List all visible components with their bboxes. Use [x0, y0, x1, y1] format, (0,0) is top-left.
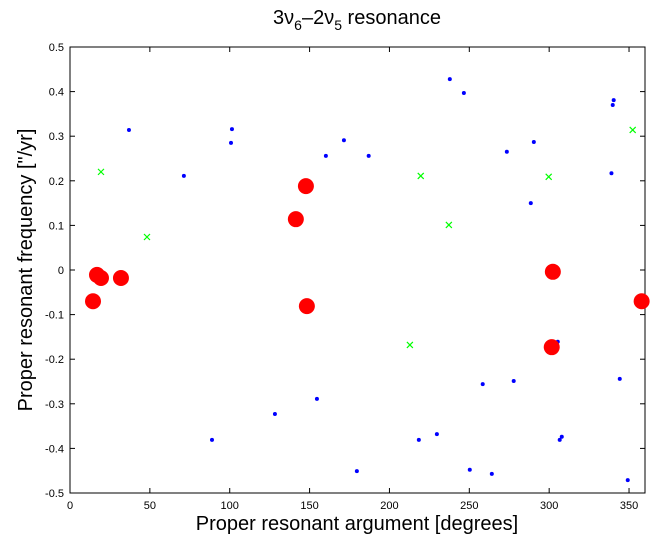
x-tick-label: 50	[144, 500, 156, 512]
x-axis-label: Proper resonant argument [degrees]	[196, 513, 518, 535]
point	[611, 98, 616, 103]
x-tick-label: 250	[460, 500, 478, 512]
point	[323, 153, 328, 158]
point	[434, 432, 439, 437]
point	[298, 298, 315, 315]
point	[544, 263, 561, 280]
x-tick-label: 0	[67, 500, 73, 512]
point	[557, 437, 562, 442]
point	[314, 396, 319, 401]
title-part: 6	[294, 17, 302, 33]
chart-title: 3ν6–2ν5 resonance	[273, 7, 441, 33]
point	[287, 211, 304, 228]
x-tick-label: 200	[380, 500, 398, 512]
point	[406, 341, 414, 349]
title-part: –2ν	[302, 7, 334, 29]
point	[504, 149, 509, 154]
point	[617, 376, 622, 381]
point	[610, 102, 615, 107]
point	[417, 172, 425, 180]
title-part: resonance	[342, 7, 441, 29]
point	[480, 382, 485, 387]
point	[366, 153, 371, 158]
y-tick-label: 0.4	[49, 87, 64, 99]
y-tick-label: 0.5	[49, 42, 64, 54]
y-tick-label: -0.5	[45, 488, 64, 500]
y-tick-label: 0.2	[49, 176, 64, 188]
y-tick-label: 0.3	[49, 131, 64, 143]
point	[354, 469, 359, 474]
y-tick-label: 0	[58, 265, 64, 277]
point	[209, 437, 214, 442]
point	[297, 178, 314, 195]
point	[461, 90, 466, 95]
point	[445, 221, 453, 229]
point	[126, 127, 131, 132]
point	[416, 437, 421, 442]
point	[181, 173, 186, 178]
y-axis-label: Proper resonant frequency ["/yr]	[15, 129, 37, 412]
y-tick-label: -0.4	[45, 443, 64, 455]
x-tick-label: 350	[620, 500, 638, 512]
point	[229, 127, 234, 132]
title-part: 3ν	[273, 7, 294, 29]
point	[543, 339, 560, 356]
x-tick-label: 300	[540, 500, 558, 512]
point	[272, 412, 277, 417]
point	[629, 126, 637, 134]
point	[92, 270, 109, 287]
point	[85, 293, 101, 310]
y-tick-label: -0.2	[45, 354, 64, 366]
x-tick-label: 100	[221, 500, 239, 512]
y-tick-label: -0.1	[45, 310, 64, 322]
title-part: 5	[334, 17, 342, 33]
y-tick-label: -0.3	[45, 399, 64, 411]
y-tick-label: 0.1	[49, 220, 64, 232]
point	[467, 467, 472, 472]
point	[625, 478, 630, 483]
point	[545, 173, 553, 181]
point	[447, 77, 452, 82]
point	[341, 138, 346, 143]
point	[511, 379, 516, 384]
point	[633, 293, 650, 310]
point	[531, 139, 536, 144]
point	[143, 233, 151, 241]
x-tick-label: 150	[300, 500, 318, 512]
point	[489, 471, 494, 476]
point	[112, 270, 129, 287]
point	[97, 168, 105, 176]
point	[609, 171, 614, 176]
point	[559, 434, 564, 439]
point	[528, 201, 533, 206]
point	[229, 140, 233, 145]
